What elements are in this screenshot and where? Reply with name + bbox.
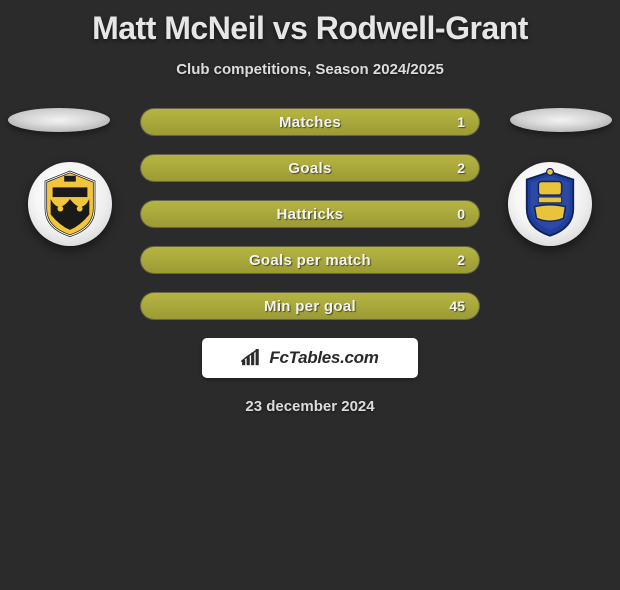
stat-row: Goals per match2 [140,246,480,274]
brand-label: FcTables.com [269,348,378,368]
stat-row: Matches1 [140,108,480,136]
stat-label: Goals per match [141,247,479,273]
stat-label: Matches [141,109,479,135]
stat-value-right: 2 [457,247,465,273]
stat-row: Goals2 [140,154,480,182]
stat-row: Hattricks0 [140,200,480,228]
stat-value-right: 0 [457,201,465,227]
page-title: Matt McNeil vs Rodwell-Grant [0,10,620,47]
crest-right-icon [521,168,579,240]
subtitle: Club competitions, Season 2024/2025 [0,61,620,78]
stat-label: Hattricks [141,201,479,227]
stat-value-right: 45 [449,293,465,319]
stat-label: Min per goal [141,293,479,319]
club-badge-right [508,162,592,246]
comparison-panel: Matches1Goals2Hattricks0Goals per match2… [0,108,620,415]
brand-box[interactable]: FcTables.com [202,338,418,378]
date-label: 23 december 2024 [0,398,620,415]
player-left-oval [8,108,110,132]
stat-value-right: 1 [457,109,465,135]
crest-left-icon [41,170,99,238]
stat-row: Min per goal45 [140,292,480,320]
stat-bars: Matches1Goals2Hattricks0Goals per match2… [140,108,480,320]
stat-value-right: 2 [457,155,465,181]
brand-bars-icon [241,349,263,367]
player-right-oval [510,108,612,132]
club-badge-left [28,162,112,246]
stat-label: Goals [141,155,479,181]
